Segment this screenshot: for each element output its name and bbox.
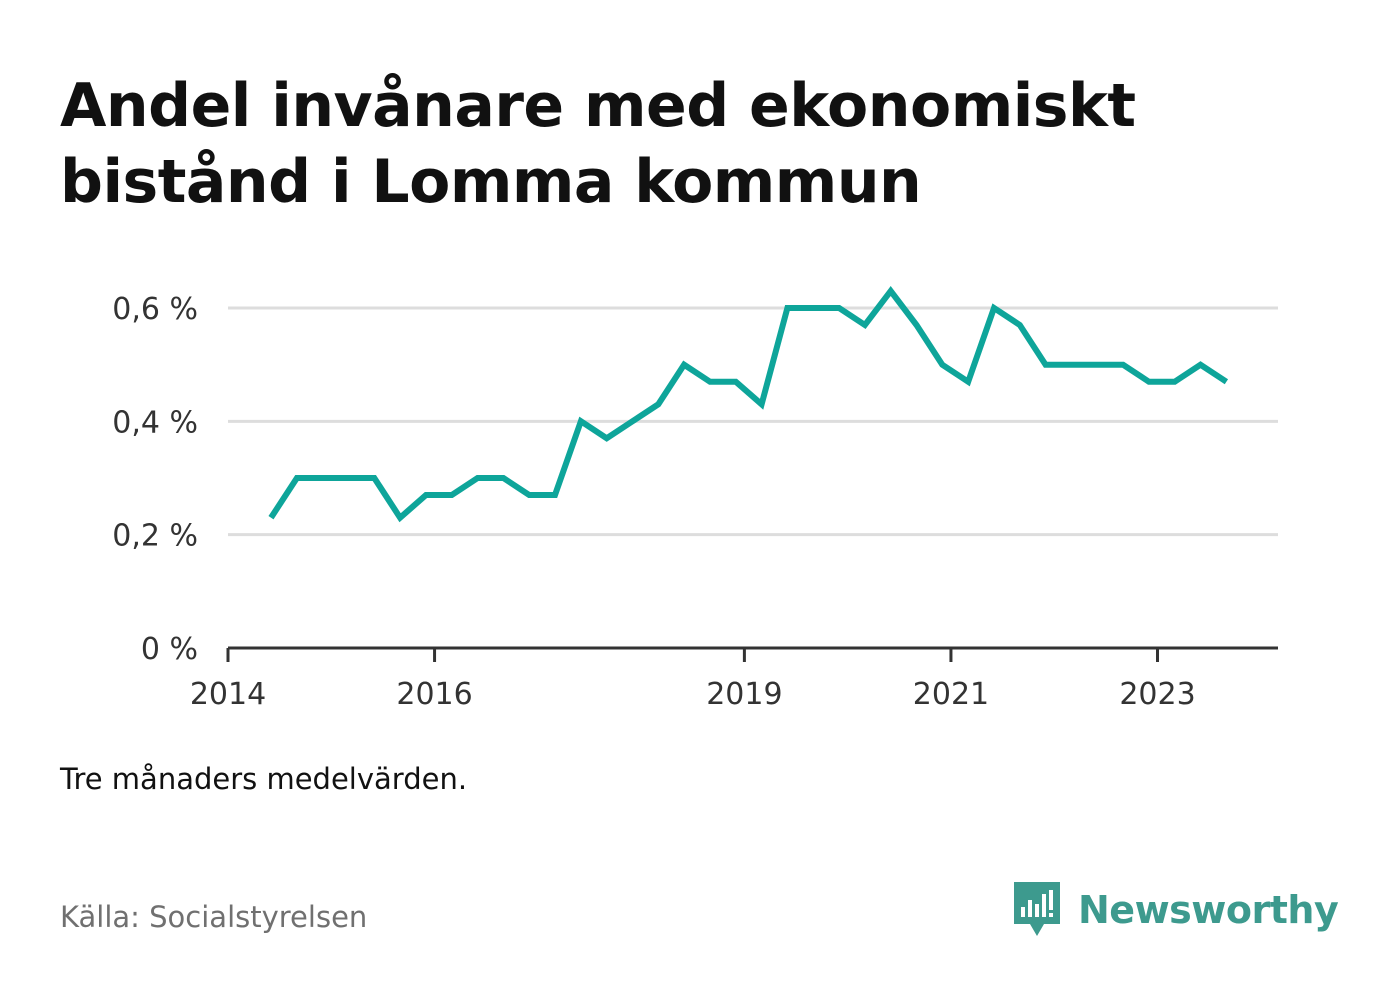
series-line-0: [268, 286, 1229, 523]
chart-note: Tre månaders medelvärden.: [60, 762, 468, 796]
y-tick-label: 0,4 %: [112, 405, 198, 440]
x-tick-label: 2016: [396, 677, 472, 712]
chart-title: Andel invånare med ekonomiskt bistånd i …: [60, 71, 1136, 217]
x-axis: 2014 2016 2019 2021 2023: [190, 646, 1278, 712]
newsworthy-logo: Newsworthy: [1012, 880, 1339, 940]
x-tick-label: 2019: [706, 677, 782, 712]
y-axis-labels: 0 % 0,2 % 0,4 % 0,6 %: [112, 292, 198, 667]
y-tick-label: 0 %: [141, 632, 198, 667]
newsworthy-logo-icon: [1014, 882, 1060, 936]
line-chart: 0 % 0,2 % 0,4 % 0,6 % 2014 2016 2019 2021 2023: [112, 286, 1278, 712]
x-tick-label: 2014: [190, 677, 266, 712]
y-tick-label: 0,2 %: [112, 519, 198, 554]
x-tick-label: 2023: [1119, 677, 1195, 712]
series-layer: [268, 286, 1229, 523]
grid-lines: [228, 306, 1278, 537]
x-tick-label: 2021: [913, 677, 989, 712]
source-credit: Källa: Socialstyrelsen: [60, 900, 368, 934]
brand-name: Newsworthy: [1078, 888, 1339, 932]
y-tick-label: 0,6 %: [112, 292, 198, 327]
